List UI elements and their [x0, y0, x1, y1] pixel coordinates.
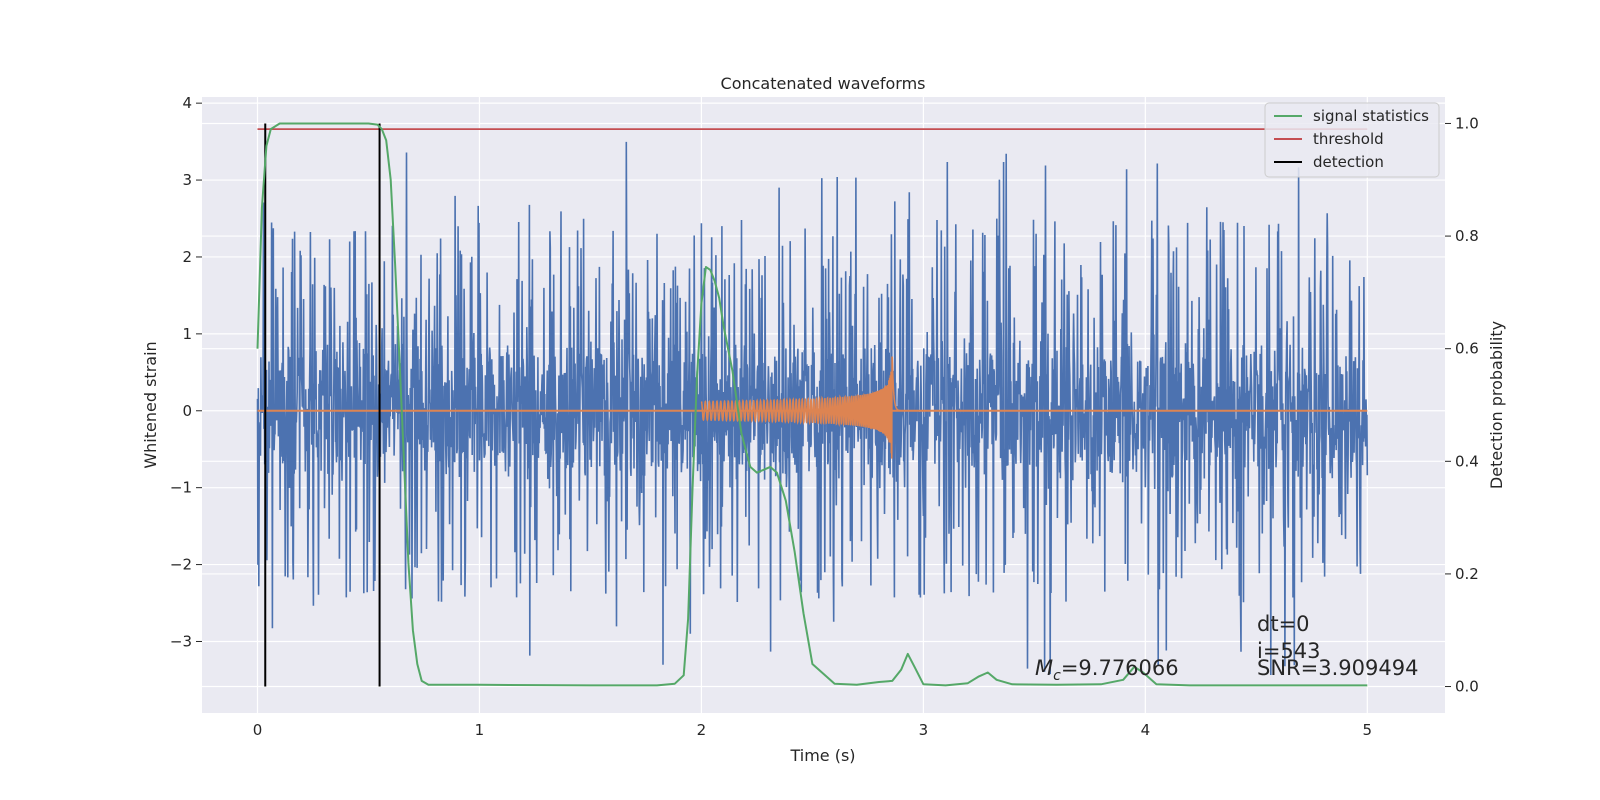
y-tick-label: −1 [170, 479, 192, 497]
legend-label-threshold: threshold [1313, 130, 1384, 148]
y2-tick-label: 0.6 [1455, 340, 1479, 358]
x-tick-label: 1 [475, 721, 485, 739]
y2-tick-label: 0.8 [1455, 227, 1479, 245]
x-tick-label: 3 [919, 721, 929, 739]
strain-line [256, 141, 1369, 676]
annotation-mc-symbol: M [1035, 656, 1053, 680]
y-axis-label: Whitened strain [141, 341, 160, 468]
legend-box [1264, 102, 1440, 178]
y2-tick-label: 0.2 [1455, 565, 1479, 583]
y-tick-label: 4 [182, 94, 192, 112]
signal-statistics-line [256, 122, 1368, 687]
annotation-chirp-mass: Mc=9.776066 [1035, 656, 1179, 684]
chart-title: Concatenated waveforms [721, 74, 926, 93]
y-tick-label: −3 [170, 632, 192, 650]
strain-series [256, 141, 1369, 676]
x-tick-label: 2 [697, 721, 707, 739]
x-tick-label: 5 [1363, 721, 1373, 739]
template-series [257, 356, 1368, 459]
y-tick-label: 0 [182, 402, 192, 420]
y2-tick-label: 1.0 [1455, 114, 1479, 132]
annotation-mc-value: =9.776066 [1061, 656, 1179, 680]
x-tick-label: 0 [253, 721, 263, 739]
legend: signal statistics threshold detection [1264, 102, 1440, 178]
legend-label-detection: detection [1313, 153, 1384, 171]
y2-tick-label: 0.0 [1455, 678, 1479, 696]
annotation-snr: SNR=3.909494 [1257, 656, 1418, 680]
template-chirp [700, 356, 902, 459]
tick-labels: 0 1 2 3 4 5 −3 −2 −1 0 1 2 3 4 0.0 0.2 0.4 0.6 0.8 1.0 [170, 94, 1479, 739]
y-tick-label: −2 [170, 556, 192, 574]
signal-statistics-series [256, 122, 1368, 687]
y-tick-label: 2 [182, 248, 192, 266]
legend-label-signal-statistics: signal statistics [1313, 107, 1429, 125]
y-tick-label: 3 [182, 171, 192, 189]
annotation-dt: dt=0 [1257, 612, 1310, 636]
annotation-index: i=543 [1257, 639, 1321, 663]
x-tick-label: 4 [1141, 721, 1151, 739]
x-axis-label: Time (s) [789, 746, 855, 765]
annotation-mc-subscript: c [1053, 668, 1061, 684]
y2-tick-label: 0.4 [1455, 452, 1479, 470]
y2-axis-label: Detection probability [1487, 321, 1506, 489]
y-tick-label: 1 [182, 325, 192, 343]
